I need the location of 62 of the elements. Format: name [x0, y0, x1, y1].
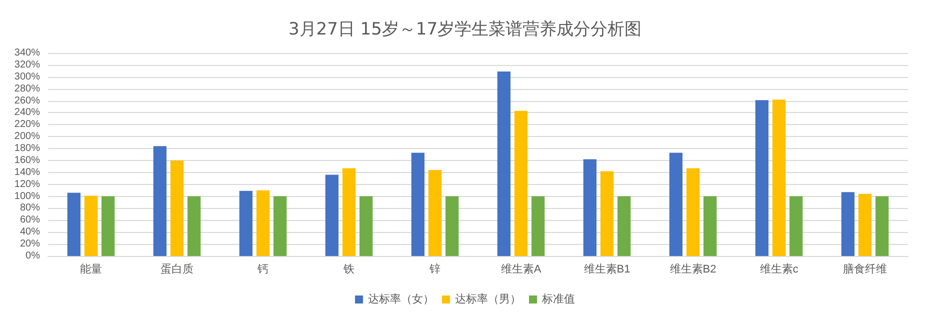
- bar: [170, 160, 184, 256]
- y-tick-label: 260%: [14, 95, 40, 106]
- y-tick-label: 240%: [14, 107, 40, 118]
- bar: [411, 152, 424, 256]
- bar: [84, 196, 98, 256]
- x-tick-label: 钙: [256, 264, 268, 276]
- chart-title: 3月27日 15岁～17岁学生菜谱营养成分分析图: [288, 20, 642, 40]
- y-tick-label: 320%: [14, 59, 40, 70]
- bar: [841, 192, 854, 256]
- x-tick-label: 膳食纤维: [843, 262, 887, 276]
- y-tick-label: 100%: [14, 190, 40, 202]
- bar: [239, 190, 252, 256]
- bar: [669, 152, 682, 256]
- bar: [256, 190, 270, 256]
- bar: [428, 170, 442, 256]
- bar: [618, 196, 631, 256]
- y-tick-label: 160%: [14, 154, 40, 166]
- bar: [67, 192, 80, 256]
- bar: [704, 196, 717, 256]
- x-tick-label: 锌: [428, 262, 440, 276]
- bar: [497, 72, 510, 256]
- y-tick-label: 40%: [20, 226, 40, 238]
- x-tick-label: 能量: [80, 262, 102, 276]
- y-tick-label: 220%: [14, 119, 40, 130]
- y-tick-label: 140%: [14, 166, 40, 178]
- bar: [876, 196, 889, 256]
- bar: [188, 196, 201, 256]
- x-tick-label: 维生素A: [500, 262, 542, 276]
- bar: [360, 196, 373, 256]
- x-tick-label: 维生素B1: [584, 262, 630, 276]
- bar: [790, 196, 803, 256]
- y-tick-label: 0%: [26, 250, 40, 262]
- bar: [514, 110, 528, 256]
- x-tick-label: 铁: [342, 264, 354, 276]
- y-tick-label: 180%: [14, 143, 40, 154]
- bar: [583, 159, 596, 256]
- x-tick-label: 蛋白质: [160, 262, 194, 276]
- bar: [755, 100, 768, 256]
- bar: [153, 146, 166, 256]
- bar: [686, 168, 700, 256]
- legend-label: 达标率（女）: [368, 292, 434, 306]
- y-tick-label: 300%: [14, 71, 40, 82]
- legend-label: 达标率（男）: [455, 292, 521, 306]
- bar: [102, 196, 115, 256]
- y-tick-label: 200%: [14, 131, 40, 142]
- bar: [858, 194, 872, 256]
- y-tick-label: 20%: [20, 238, 40, 250]
- bar: [532, 196, 545, 256]
- x-tick-label: 维生素B2: [670, 262, 716, 276]
- y-tick-label: 80%: [20, 202, 40, 214]
- bar: [446, 196, 459, 256]
- bar: [772, 100, 786, 256]
- bar: [600, 171, 614, 256]
- legend-label: 标准值: [541, 292, 575, 306]
- y-tick-label: 120%: [14, 178, 40, 190]
- bar: [342, 168, 356, 256]
- x-tick-label: 维生素c: [760, 262, 799, 276]
- y-tick-label: 60%: [20, 214, 40, 226]
- y-tick-label: 340%: [14, 48, 40, 58]
- y-tick-label: 280%: [14, 83, 40, 94]
- bar: [274, 196, 287, 256]
- bar: [325, 174, 338, 256]
